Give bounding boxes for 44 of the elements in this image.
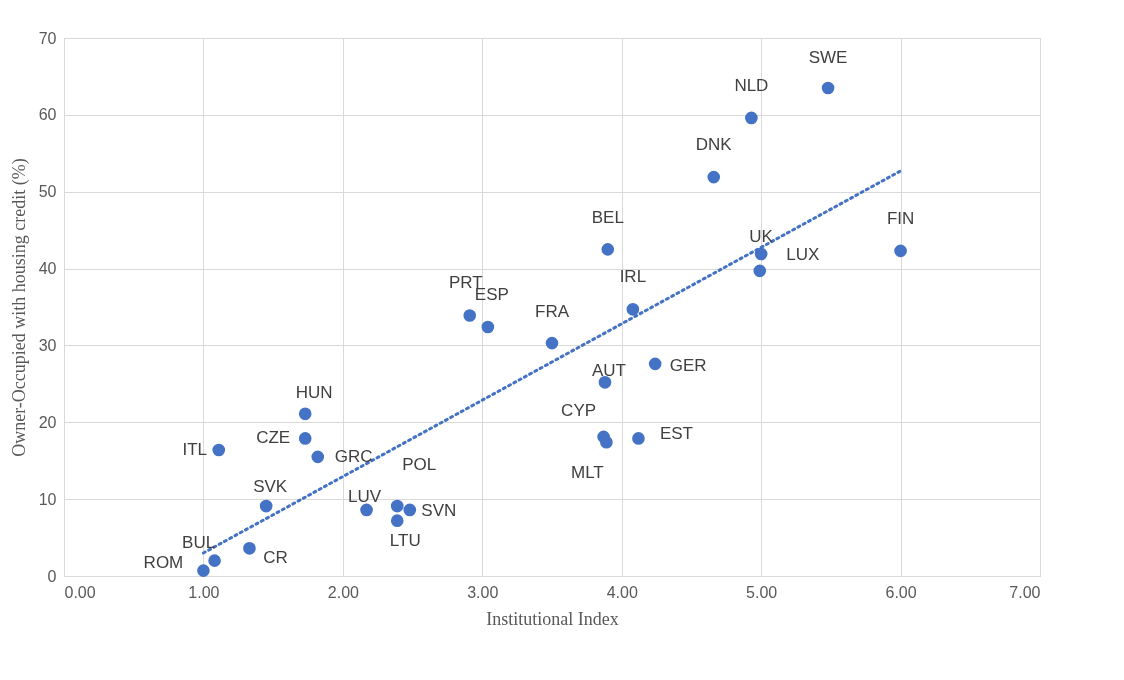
annotation: MLT	[571, 463, 604, 483]
x-axis-title: Institutional Index	[486, 608, 619, 629]
x-tick-label: 1.00	[188, 583, 220, 601]
x-tick-label: 4.00	[606, 583, 638, 601]
y-tick-label: 0	[47, 567, 57, 585]
annotation: NLD	[734, 75, 769, 95]
annotation: AUT	[591, 361, 626, 381]
y-tick-label: 30	[38, 336, 57, 354]
y-tick-label: 10	[38, 490, 57, 508]
annotation: CYP	[561, 400, 597, 420]
annotation: LUV	[348, 486, 382, 506]
x-tick-label: 2.00	[327, 583, 360, 601]
annotation: HUN	[295, 382, 333, 402]
x-tick-label: 7.00	[1009, 583, 1041, 601]
annotation: GER	[669, 355, 707, 375]
x-tick-label: 6.00	[885, 583, 917, 601]
x-tick-label: 0.00	[64, 583, 96, 601]
annotation: ITL	[182, 439, 208, 459]
annotation: UK	[749, 226, 774, 246]
annotation: SVK	[253, 477, 288, 497]
annotation: LUX	[786, 244, 820, 264]
annotation: FRA	[535, 302, 570, 322]
x-tick-label: 3.00	[467, 583, 499, 601]
y-tick-label: 20	[38, 413, 57, 431]
annotation: ROM	[143, 552, 184, 572]
y-axis-title: Owner-Occupied with housing credit (%)	[8, 158, 30, 457]
y-tick-label: 60	[38, 106, 57, 124]
y-tick-label: 50	[38, 183, 57, 201]
annotation: SWE	[808, 47, 848, 67]
annotation: GRC	[334, 446, 373, 466]
y-tick-label: 40	[38, 260, 57, 278]
annotation: SVN	[421, 500, 457, 520]
annotation: IRL	[619, 267, 647, 287]
y-tick-label: 70	[38, 29, 57, 47]
annotation: EST	[659, 424, 693, 444]
x-tick-label: 5.00	[746, 583, 778, 601]
annotation: CZE	[256, 428, 291, 448]
annotation: CR	[263, 548, 288, 568]
annotation: BEL	[591, 208, 624, 228]
annotation: LTU	[389, 530, 421, 550]
annotation: DNK	[695, 135, 733, 155]
annotation: POL	[402, 455, 437, 475]
annotation: FIN	[886, 208, 915, 228]
annotation: BUL	[182, 532, 216, 552]
